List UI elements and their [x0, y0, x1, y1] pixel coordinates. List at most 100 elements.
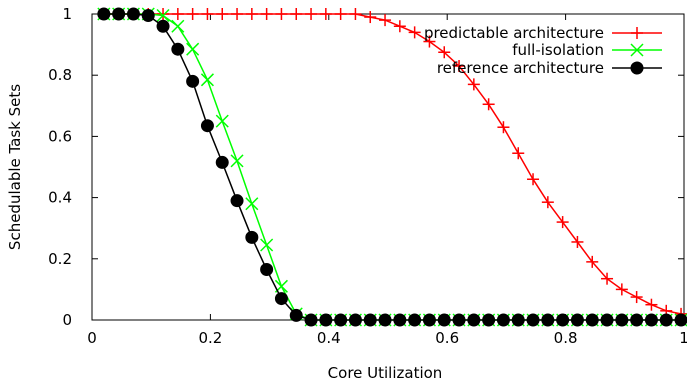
cross-marker-b [245, 197, 259, 211]
cross-marker-b [630, 43, 644, 57]
data-point [186, 42, 200, 56]
x-tick-label: 0.2 [198, 329, 222, 347]
y-tick-label: 0 [62, 311, 72, 329]
data-point [216, 8, 229, 20]
data-point [260, 263, 274, 277]
data-point [112, 7, 126, 21]
data-point [630, 291, 643, 304]
data-point [393, 20, 406, 33]
legend-label: predictable architecture [424, 24, 604, 42]
y-tick-label: 1 [62, 5, 72, 23]
data-point [348, 313, 362, 327]
data-point [231, 8, 244, 20]
legend-marker [631, 27, 643, 39]
data-point [157, 8, 170, 20]
data-point [275, 8, 288, 20]
data-point [378, 313, 392, 327]
y-tick-label: 0.2 [48, 250, 72, 268]
data-point [245, 230, 259, 244]
data-point [364, 11, 377, 24]
legend-label: reference architecture [437, 59, 604, 77]
cross-marker-b [260, 238, 274, 252]
x-tick-label: 0 [87, 329, 97, 347]
data-point [201, 8, 214, 20]
y-tick-label: 0.4 [48, 189, 72, 207]
data-point [245, 8, 258, 20]
data-point [644, 313, 658, 327]
data-point [511, 313, 525, 327]
data-point [141, 9, 155, 23]
data-point [526, 313, 540, 327]
cross-marker-b [186, 42, 200, 56]
data-point [156, 19, 170, 33]
data-point [260, 8, 273, 20]
series-line [103, 13, 681, 321]
legend: predictable architecturefull-isolationre… [424, 24, 662, 77]
data-point [186, 74, 200, 88]
data-point [512, 147, 525, 160]
data-point [615, 313, 629, 327]
data-point [615, 283, 628, 296]
data-point [290, 8, 303, 20]
series-layer [97, 7, 687, 327]
data-point [97, 7, 111, 21]
data-point [305, 8, 318, 20]
cross-marker-b [171, 19, 185, 33]
data-point [289, 308, 303, 322]
data-point [527, 173, 540, 186]
y-axis-ticks: 0 0.2 0.4 0.6 0.8 1 [48, 5, 684, 329]
cross-marker-b [156, 8, 170, 23]
legend-marker [630, 61, 644, 75]
x-axis-label: Core Utilization [328, 364, 443, 382]
legend-marker [630, 43, 644, 57]
data-point [363, 313, 377, 327]
x-tick-label: 1 [679, 329, 687, 347]
data-point [570, 313, 584, 327]
y-tick-label: 0.6 [48, 127, 72, 145]
data-point [334, 8, 347, 20]
legend-label: full-isolation [512, 41, 604, 59]
data-point [349, 8, 362, 20]
data-point [230, 154, 244, 168]
x-tick-label: 0.6 [435, 329, 459, 347]
data-point [438, 46, 451, 59]
data-point [659, 313, 673, 327]
data-point [126, 7, 140, 21]
data-point [482, 98, 495, 111]
data-point [571, 235, 584, 248]
data-point [319, 8, 332, 20]
y-axis-label: Schedulable Task Sets [6, 84, 24, 250]
data-point [200, 119, 214, 133]
data-point [334, 313, 348, 327]
data-point [379, 14, 392, 27]
data-point [645, 298, 658, 311]
cross-marker-b [215, 114, 229, 128]
data-point [200, 73, 214, 87]
cross-marker-b [230, 154, 244, 168]
x-tick-label: 0.8 [554, 329, 578, 347]
data-point [245, 197, 259, 211]
data-point [467, 78, 480, 91]
data-point [422, 313, 436, 327]
data-point [496, 313, 510, 327]
data-point [171, 8, 184, 20]
x-tick-label: 0.4 [317, 329, 341, 347]
data-point [260, 238, 274, 252]
data-point [393, 313, 407, 327]
data-point [171, 19, 185, 33]
data-point [586, 255, 599, 268]
data-point [467, 313, 481, 327]
data-point [453, 60, 466, 73]
data-point [215, 114, 229, 128]
data-point [156, 8, 170, 23]
data-point [630, 313, 644, 327]
data-point [585, 313, 599, 327]
data-point [674, 313, 687, 327]
x-axis-ticks: 0 0.2 0.4 0.6 0.8 1 [87, 14, 687, 347]
series-reference-architecture [97, 7, 687, 327]
data-point [274, 292, 288, 306]
data-point [601, 272, 614, 285]
data-point [408, 313, 422, 327]
data-point [319, 313, 333, 327]
